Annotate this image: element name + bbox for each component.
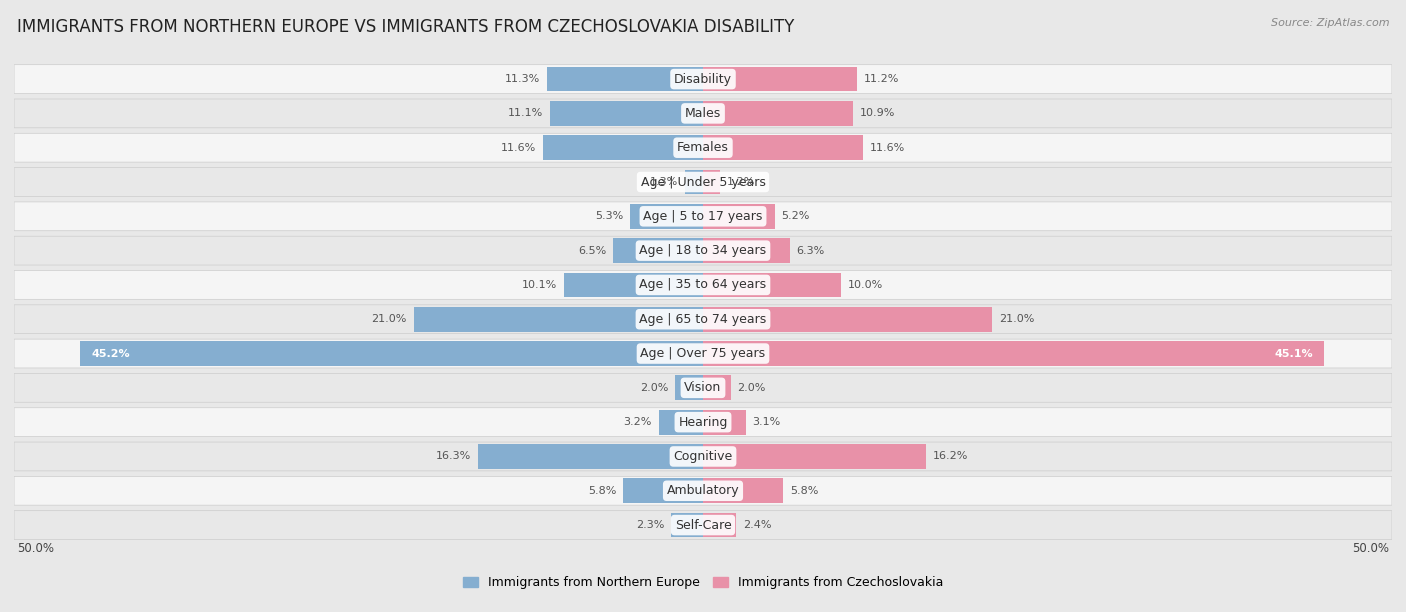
Bar bbox=[613, 238, 703, 263]
FancyBboxPatch shape bbox=[14, 476, 1392, 505]
Text: Hearing: Hearing bbox=[678, 416, 728, 428]
Text: 45.2%: 45.2% bbox=[91, 349, 129, 359]
Bar bbox=[703, 204, 775, 229]
Text: Age | Over 75 years: Age | Over 75 years bbox=[641, 347, 765, 360]
Text: 10.1%: 10.1% bbox=[522, 280, 557, 290]
Bar bbox=[703, 272, 841, 297]
Legend: Immigrants from Northern Europe, Immigrants from Czechoslovakia: Immigrants from Northern Europe, Immigra… bbox=[458, 571, 948, 594]
Bar bbox=[703, 67, 858, 91]
Bar bbox=[547, 67, 703, 91]
Text: Cognitive: Cognitive bbox=[673, 450, 733, 463]
Bar bbox=[703, 101, 853, 125]
Bar bbox=[703, 410, 745, 435]
FancyBboxPatch shape bbox=[14, 168, 1392, 196]
Text: 11.6%: 11.6% bbox=[501, 143, 536, 153]
Text: 1.3%: 1.3% bbox=[650, 177, 678, 187]
Text: Age | 65 to 74 years: Age | 65 to 74 years bbox=[640, 313, 766, 326]
Text: 2.0%: 2.0% bbox=[738, 383, 766, 393]
Bar bbox=[703, 479, 783, 503]
Bar bbox=[703, 170, 720, 195]
Text: Females: Females bbox=[678, 141, 728, 154]
Bar bbox=[703, 444, 927, 469]
Bar bbox=[703, 341, 1324, 366]
Bar bbox=[703, 307, 993, 332]
Text: Age | 35 to 64 years: Age | 35 to 64 years bbox=[640, 278, 766, 291]
Text: 5.8%: 5.8% bbox=[588, 486, 616, 496]
Text: 1.2%: 1.2% bbox=[727, 177, 755, 187]
FancyBboxPatch shape bbox=[14, 65, 1392, 94]
FancyBboxPatch shape bbox=[14, 99, 1392, 128]
Text: 50.0%: 50.0% bbox=[1353, 542, 1389, 555]
Text: 10.9%: 10.9% bbox=[860, 108, 896, 118]
Bar bbox=[703, 376, 731, 400]
Text: 5.2%: 5.2% bbox=[782, 211, 810, 222]
Bar bbox=[564, 272, 703, 297]
Bar bbox=[659, 410, 703, 435]
Text: 2.3%: 2.3% bbox=[636, 520, 665, 530]
FancyBboxPatch shape bbox=[14, 236, 1392, 265]
Bar bbox=[685, 170, 703, 195]
FancyBboxPatch shape bbox=[14, 305, 1392, 334]
Text: 5.8%: 5.8% bbox=[790, 486, 818, 496]
Text: Vision: Vision bbox=[685, 381, 721, 394]
FancyBboxPatch shape bbox=[14, 408, 1392, 436]
Text: 3.2%: 3.2% bbox=[624, 417, 652, 427]
Text: Ambulatory: Ambulatory bbox=[666, 484, 740, 498]
Text: 11.6%: 11.6% bbox=[870, 143, 905, 153]
Text: 2.0%: 2.0% bbox=[640, 383, 669, 393]
Text: 11.2%: 11.2% bbox=[865, 74, 900, 84]
Text: 2.4%: 2.4% bbox=[742, 520, 772, 530]
FancyBboxPatch shape bbox=[14, 339, 1392, 368]
Bar bbox=[80, 341, 703, 366]
Text: Age | 18 to 34 years: Age | 18 to 34 years bbox=[640, 244, 766, 257]
Bar bbox=[630, 204, 703, 229]
Text: 11.3%: 11.3% bbox=[505, 74, 540, 84]
Text: Age | Under 5 years: Age | Under 5 years bbox=[641, 176, 765, 188]
Bar bbox=[675, 376, 703, 400]
Bar bbox=[413, 307, 703, 332]
Text: Self-Care: Self-Care bbox=[675, 518, 731, 532]
Text: Males: Males bbox=[685, 107, 721, 120]
Text: 21.0%: 21.0% bbox=[371, 314, 406, 324]
FancyBboxPatch shape bbox=[14, 442, 1392, 471]
Bar bbox=[550, 101, 703, 125]
Bar bbox=[703, 513, 737, 537]
FancyBboxPatch shape bbox=[14, 271, 1392, 299]
FancyBboxPatch shape bbox=[14, 202, 1392, 231]
Bar bbox=[543, 135, 703, 160]
Text: 45.1%: 45.1% bbox=[1275, 349, 1313, 359]
Text: Source: ZipAtlas.com: Source: ZipAtlas.com bbox=[1271, 18, 1389, 28]
Text: 10.0%: 10.0% bbox=[848, 280, 883, 290]
Text: 16.2%: 16.2% bbox=[934, 452, 969, 461]
Text: Disability: Disability bbox=[673, 73, 733, 86]
Text: Age | 5 to 17 years: Age | 5 to 17 years bbox=[644, 210, 762, 223]
Text: 16.3%: 16.3% bbox=[436, 452, 471, 461]
Text: 50.0%: 50.0% bbox=[17, 542, 53, 555]
Bar bbox=[703, 238, 790, 263]
Text: 5.3%: 5.3% bbox=[595, 211, 623, 222]
FancyBboxPatch shape bbox=[14, 373, 1392, 402]
Text: 3.1%: 3.1% bbox=[752, 417, 780, 427]
Text: 6.3%: 6.3% bbox=[797, 245, 825, 256]
Text: 11.1%: 11.1% bbox=[508, 108, 543, 118]
FancyBboxPatch shape bbox=[14, 133, 1392, 162]
Bar bbox=[478, 444, 703, 469]
Bar bbox=[703, 135, 863, 160]
Bar bbox=[623, 479, 703, 503]
Text: 6.5%: 6.5% bbox=[578, 245, 606, 256]
Text: IMMIGRANTS FROM NORTHERN EUROPE VS IMMIGRANTS FROM CZECHOSLOVAKIA DISABILITY: IMMIGRANTS FROM NORTHERN EUROPE VS IMMIG… bbox=[17, 18, 794, 36]
Bar bbox=[671, 513, 703, 537]
FancyBboxPatch shape bbox=[14, 510, 1392, 540]
Text: 21.0%: 21.0% bbox=[1000, 314, 1035, 324]
